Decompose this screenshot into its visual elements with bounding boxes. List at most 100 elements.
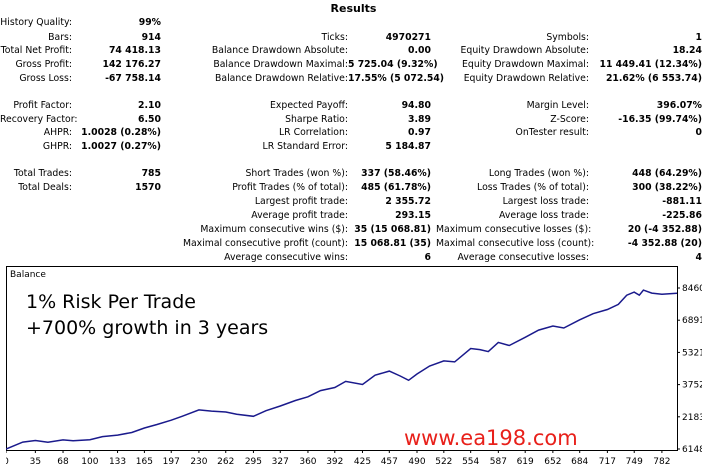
c1-label: Gross Loss: bbox=[19, 73, 72, 84]
c2-label: Balance Drawdown Absolute: bbox=[211, 45, 348, 56]
x-tick-label: 35 bbox=[30, 457, 41, 466]
x-tick-label: 0 bbox=[6, 457, 9, 466]
c3-label: Equity Drawdown Absolute: bbox=[460, 45, 589, 56]
c2-label: Maximal consecutive profit (count): bbox=[182, 238, 348, 249]
c3-label: Equity Drawdown Maximal: bbox=[462, 59, 589, 70]
c2-label: Largest profit trade: bbox=[254, 196, 348, 207]
x-tick-label: 133 bbox=[109, 457, 126, 466]
c3-value: 0 bbox=[695, 127, 702, 138]
c1-label: Total Trades: bbox=[13, 168, 72, 179]
c1-value: 1.0028 (0.28%) bbox=[81, 127, 161, 138]
c2-label: Sharpe Ratio: bbox=[285, 114, 348, 125]
y-axis-ticks: 84600 68910 53219 37529 21839 6148 bbox=[677, 284, 702, 455]
c1-value: 2.10 bbox=[138, 100, 161, 111]
c3-value: -881.11 bbox=[662, 196, 702, 207]
x-tick-label: 522 bbox=[435, 457, 452, 466]
c1-label: AHPR: bbox=[43, 127, 72, 138]
x-axis-ticks: 0 35 68 100 133 165 197 230 262 295 327 360 392 425 45… bbox=[6, 450, 670, 466]
y-tick-label: 37529 bbox=[682, 381, 702, 391]
x-tick-label: 230 bbox=[190, 457, 207, 466]
c3-value: 300 (38.22%) bbox=[632, 182, 702, 193]
x-tick-label: 457 bbox=[381, 457, 398, 466]
c2-label: Profit Trades (% of total): bbox=[232, 182, 348, 193]
c2-value: 0.97 bbox=[408, 127, 431, 138]
c1-label: Gross Profit: bbox=[15, 59, 72, 70]
x-tick-label: 554 bbox=[462, 457, 479, 466]
y-tick-label: 84600 bbox=[682, 284, 702, 294]
c3-value: 18.24 bbox=[672, 45, 702, 56]
y-tick-label: 68910 bbox=[682, 316, 702, 326]
c2-value: 337 (58.46%) bbox=[361, 168, 431, 179]
c3-value: 11 449.41 (12.34%) bbox=[599, 59, 702, 70]
x-tick-label: 327 bbox=[272, 457, 289, 466]
c3-label: Margin Level: bbox=[526, 100, 589, 111]
c3-label: Average loss trade: bbox=[499, 210, 589, 221]
c1-value: 1.0027 (0.27%) bbox=[81, 141, 161, 152]
c3-label: Maximum consecutive losses ($): bbox=[436, 224, 592, 235]
balance-series-line bbox=[6, 289, 678, 450]
c3-value: -225.86 bbox=[662, 210, 702, 221]
c2-value: 15 068.81 (35) bbox=[354, 238, 431, 249]
c1-label: GHPR: bbox=[42, 141, 72, 152]
c3-label: Equity Drawdown Relative: bbox=[463, 73, 589, 84]
x-tick-label: 165 bbox=[136, 457, 153, 466]
c3-value: 20 (-4 352.88) bbox=[627, 224, 702, 235]
c3-label: Average consecutive losses: bbox=[457, 252, 589, 263]
x-tick-label: 749 bbox=[626, 457, 643, 466]
c2-label: Short Trades (won %): bbox=[245, 168, 348, 179]
c3-value: 4 bbox=[695, 252, 702, 263]
chart-plot-frame bbox=[6, 266, 678, 451]
c1-value: 6.50 bbox=[138, 114, 161, 125]
y-tick-label: 53219 bbox=[682, 348, 702, 358]
x-tick-label: 587 bbox=[490, 457, 507, 466]
c2-value: 5 725.04 (9.32%) bbox=[348, 59, 438, 70]
c1-label: Profit Factor: bbox=[13, 100, 72, 111]
x-tick-label: 717 bbox=[599, 457, 616, 466]
x-tick-label: 100 bbox=[81, 457, 98, 466]
c2-label: Average profit trade: bbox=[251, 210, 348, 221]
c3-label: OnTester result: bbox=[515, 127, 589, 138]
x-tick-label: 360 bbox=[299, 457, 316, 466]
c2-value: 293.15 bbox=[395, 210, 431, 221]
c2-label: Ticks: bbox=[321, 32, 348, 43]
x-tick-label: 684 bbox=[571, 457, 588, 466]
c1-value: 142 176.27 bbox=[102, 59, 161, 70]
c3-value: -16.35 (99.74%) bbox=[618, 114, 702, 125]
x-tick-label: 197 bbox=[163, 457, 180, 466]
x-tick-label: 490 bbox=[408, 457, 425, 466]
c2-label: Average consecutive wins: bbox=[224, 252, 348, 263]
x-tick-label: 652 bbox=[544, 457, 561, 466]
c1-label: Total Net Profit: bbox=[0, 45, 72, 56]
c1-label: Recovery Factor: bbox=[0, 114, 78, 125]
c2-label: LR Standard Error: bbox=[262, 141, 348, 152]
c2-value: 2 355.72 bbox=[385, 196, 431, 207]
c2-value: 94.80 bbox=[401, 100, 431, 111]
results-title: Results bbox=[330, 2, 377, 15]
c2-value: 0.00 bbox=[408, 45, 431, 56]
x-tick-label: 262 bbox=[217, 457, 234, 466]
y-tick-label: 21839 bbox=[682, 413, 702, 423]
c3-value: -4 352.88 (20) bbox=[627, 238, 702, 249]
c1-value: 74 418.13 bbox=[108, 45, 161, 56]
c1-value: 99% bbox=[138, 17, 161, 28]
c3-label: Largest loss trade: bbox=[502, 196, 589, 207]
c1-label: History Quality: bbox=[0, 17, 72, 28]
c2-value: 4970271 bbox=[385, 32, 431, 43]
x-tick-label: 782 bbox=[653, 457, 670, 466]
c2-value: 5 184.87 bbox=[385, 141, 431, 152]
c2-label: Maximum consecutive wins ($): bbox=[200, 224, 348, 235]
x-tick-label: 295 bbox=[245, 457, 262, 466]
c1-value: 785 bbox=[141, 168, 161, 179]
c2-value: 6 bbox=[424, 252, 431, 263]
c2-value: 3.89 bbox=[408, 114, 431, 125]
c2-label: Balance Drawdown Maximal: bbox=[213, 59, 348, 70]
c3-label: Long Trades (won %): bbox=[488, 168, 589, 179]
balance-chart: Balance 84600 68910 53219 37529 21839 6148 0 3… bbox=[6, 266, 702, 466]
c2-label: LR Correlation: bbox=[279, 127, 348, 138]
c2-label: Balance Drawdown Relative: bbox=[215, 73, 348, 84]
c1-label: Total Deals: bbox=[18, 182, 72, 193]
c3-value: 396.07% bbox=[656, 100, 702, 111]
growth-caption: +700% growth in 3 years bbox=[26, 317, 269, 339]
c2-value: 485 (61.78%) bbox=[361, 182, 431, 193]
y-tick-label: 6148 bbox=[682, 445, 702, 455]
